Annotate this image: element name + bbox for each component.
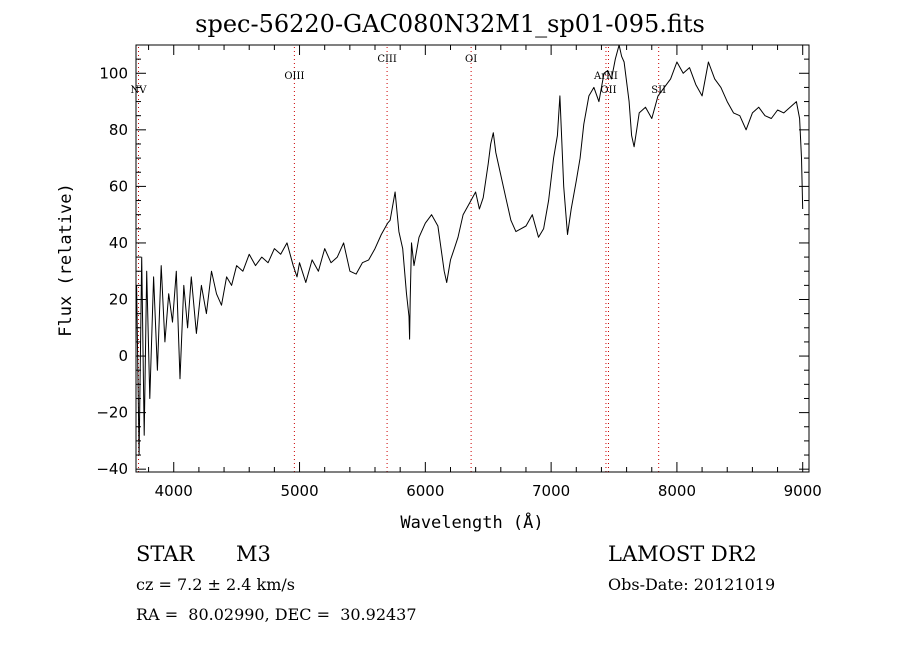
x-tick-label-4000: 4000 xyxy=(155,482,193,500)
x-tick-label-8000: 8000 xyxy=(658,482,696,500)
x-tick-label-6000: 6000 xyxy=(406,482,444,500)
y-tick-label-40: 40 xyxy=(109,234,128,252)
y-tick-label--20: −20 xyxy=(96,404,128,422)
y-tick-label-80: 80 xyxy=(109,121,128,139)
line-label-sii: SII xyxy=(651,85,666,96)
x-tick-label-7000: 7000 xyxy=(532,482,570,500)
plot-frame xyxy=(135,44,810,473)
subclass-label: M3 xyxy=(236,542,271,566)
x-tick-label-9000: 9000 xyxy=(784,482,822,500)
y-tick-label-100: 100 xyxy=(99,64,128,82)
ra-dec-text: RA = 80.02990, DEC = 30.92437 xyxy=(136,605,417,624)
obs-date-text: Obs-Date: 20121019 xyxy=(608,575,776,594)
survey-label: LAMOST DR2 xyxy=(608,542,757,566)
y-axis-label: Flux (relative) xyxy=(56,183,76,337)
redshift-text: cz = 7.2 ± 2.4 km/s xyxy=(136,575,295,594)
spectrum-series-0 xyxy=(136,44,804,456)
line-label-oiii: OIII xyxy=(284,71,304,82)
series-layer xyxy=(136,44,804,456)
ticks: 4000 5000 6000 7000 8000 9000 −40 −20 0 20 40 60 80 1… xyxy=(96,44,822,500)
line-labels: NV OIII CIII OI ArIII OII SII xyxy=(131,54,667,96)
line-label-nv: NV xyxy=(131,85,148,96)
line-label-ciii: CIII xyxy=(377,54,397,65)
x-tick-label-5000: 5000 xyxy=(280,482,318,500)
line-label-ariii: ArIII xyxy=(593,71,618,82)
chart-title: spec-56220-GAC080N32M1_sp01-095.fits xyxy=(195,10,705,38)
y-tick-label--40: −40 xyxy=(96,460,128,478)
line-markers xyxy=(138,45,660,472)
line-label-oii: OII xyxy=(600,85,616,96)
class-label: STAR xyxy=(136,542,195,566)
y-tick-label-0: 0 xyxy=(118,347,128,365)
line-label-oi: OI xyxy=(465,54,477,65)
y-tick-label-60: 60 xyxy=(109,177,128,195)
x-axis-label: Wavelength (Å) xyxy=(400,511,543,533)
y-tick-label-20: 20 xyxy=(109,291,128,309)
axes xyxy=(135,44,810,473)
